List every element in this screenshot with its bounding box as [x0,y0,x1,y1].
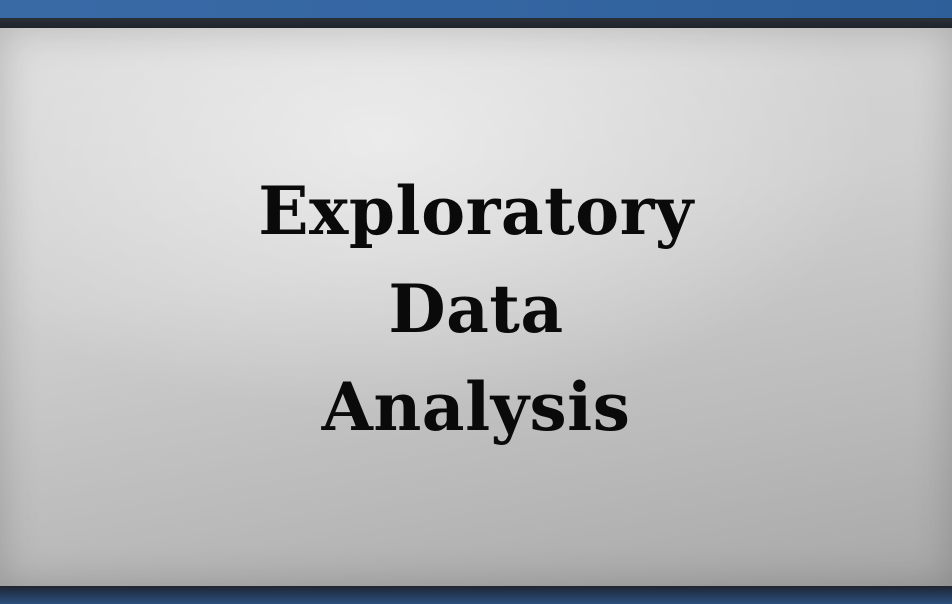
title-line-1: Exploratory [258,172,694,250]
title-line-3: Analysis [321,368,631,446]
slide-title: Exploratory Data Analysis [0,162,952,456]
bottom-color-band [0,586,952,604]
title-line-2: Data [388,270,564,348]
top-frame-edge [0,18,952,28]
title-slide: Exploratory Data Analysis [0,28,952,586]
top-color-band [0,0,952,18]
